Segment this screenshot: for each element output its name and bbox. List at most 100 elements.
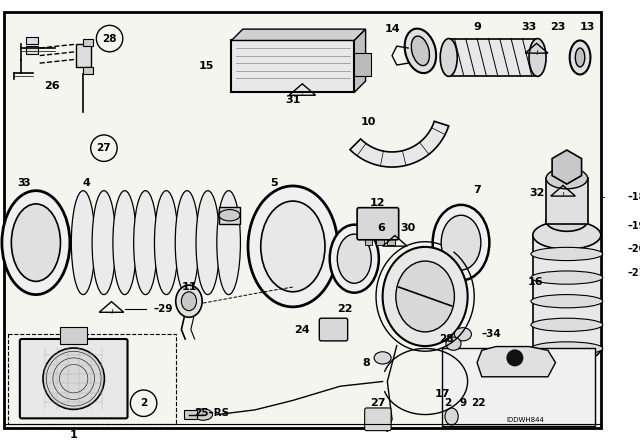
Bar [533,235,601,349]
Text: 31: 31 [285,95,301,105]
Text: –21: –21 [627,268,640,278]
Ellipse shape [531,318,603,332]
Text: 8: 8 [363,358,371,368]
Ellipse shape [611,223,618,228]
Bar [184,410,198,419]
Ellipse shape [330,225,379,293]
Ellipse shape [248,186,338,307]
FancyBboxPatch shape [365,408,391,431]
Ellipse shape [441,215,481,270]
Text: 17: 17 [435,389,450,399]
Text: 15: 15 [199,61,214,71]
Bar [26,37,38,44]
Bar [83,67,93,74]
Text: –20: –20 [627,244,640,254]
Ellipse shape [531,295,603,308]
Text: 2: 2 [444,398,451,408]
Text: 27: 27 [370,398,386,408]
Ellipse shape [113,191,136,295]
Ellipse shape [533,221,601,249]
Ellipse shape [531,247,603,261]
Ellipse shape [607,193,621,202]
Bar [219,207,240,224]
Bar [83,39,93,46]
Ellipse shape [575,48,585,67]
Ellipse shape [546,168,588,189]
Ellipse shape [446,337,461,350]
Bar [76,44,91,67]
Text: !: ! [394,242,396,249]
Text: 24: 24 [294,324,310,335]
Text: 6: 6 [377,223,385,233]
FancyBboxPatch shape [319,318,348,341]
Text: 25–RS: 25–RS [195,408,230,418]
Polygon shape [232,29,365,40]
Ellipse shape [43,348,104,409]
Bar [365,238,372,246]
Text: 9: 9 [473,22,481,32]
Text: !: ! [562,192,564,198]
Ellipse shape [529,39,546,76]
Ellipse shape [533,334,601,362]
Text: 16: 16 [527,277,543,287]
Ellipse shape [175,191,199,295]
Ellipse shape [196,191,220,295]
Text: 33: 33 [522,22,537,32]
Bar [60,327,87,344]
Text: 3: 3 [22,178,30,188]
Text: 4: 4 [83,178,91,188]
Text: 10: 10 [361,117,376,127]
Ellipse shape [383,247,468,346]
Bar [442,349,595,426]
Bar [26,46,38,54]
Text: –34: –34 [482,329,502,339]
Text: 7: 7 [473,185,481,195]
Text: –19: –19 [627,220,640,231]
Ellipse shape [92,191,116,295]
Text: –18: –18 [627,192,640,202]
Ellipse shape [374,352,391,364]
Text: 14: 14 [384,24,400,34]
Text: 2: 2 [140,398,147,408]
Text: 1: 1 [70,431,77,440]
Ellipse shape [454,327,472,341]
Ellipse shape [181,292,196,310]
Text: 9: 9 [460,398,467,408]
Ellipse shape [570,40,591,74]
Bar [449,39,538,76]
Ellipse shape [433,205,490,280]
Text: 3: 3 [17,178,24,188]
Polygon shape [552,150,582,184]
Bar [387,238,395,246]
Bar [376,238,383,246]
Ellipse shape [546,211,588,231]
Text: 22: 22 [337,304,353,314]
Text: 27: 27 [97,143,111,153]
Ellipse shape [219,210,240,221]
Text: 32: 32 [530,188,545,198]
Ellipse shape [154,191,178,295]
Ellipse shape [337,234,371,283]
Ellipse shape [531,342,603,355]
Ellipse shape [194,409,212,420]
Bar [232,40,355,92]
FancyBboxPatch shape [357,208,399,240]
Ellipse shape [611,270,618,276]
Text: 13: 13 [580,22,595,32]
Text: 26: 26 [44,81,60,91]
Ellipse shape [445,408,458,425]
FancyBboxPatch shape [20,339,127,418]
Ellipse shape [412,36,429,65]
Text: 12: 12 [370,198,386,208]
Polygon shape [355,29,365,92]
Ellipse shape [176,285,202,317]
Ellipse shape [71,191,95,295]
Bar [8,334,176,424]
Ellipse shape [404,29,436,73]
Bar [546,178,588,224]
Text: !: ! [110,309,113,314]
Circle shape [506,349,524,366]
Text: 5: 5 [270,178,278,188]
Ellipse shape [12,204,60,281]
Text: IDDWH844: IDDWH844 [506,417,544,423]
